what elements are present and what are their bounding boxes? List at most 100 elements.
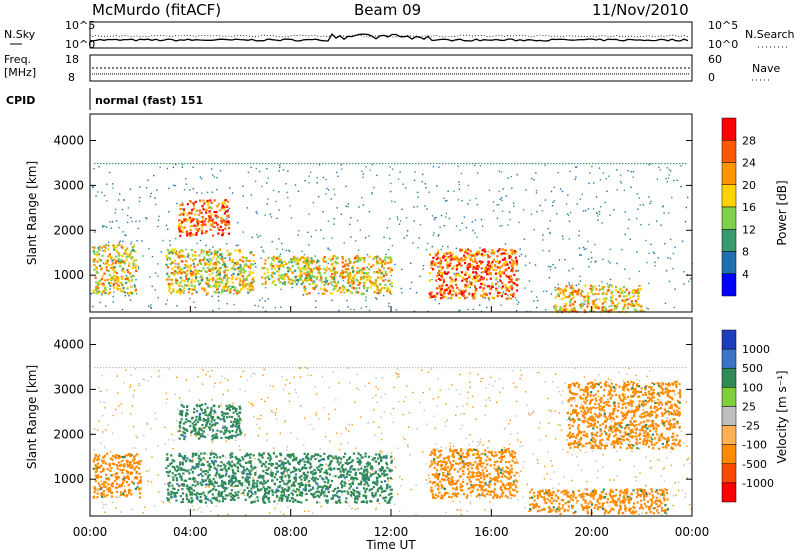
echo-region-3	[278, 274, 280, 276]
echo-cell	[332, 371, 333, 372]
echo-cell	[158, 370, 159, 371]
echo-region-4	[384, 256, 386, 258]
echo-cell	[138, 266, 139, 267]
echo-region-2	[188, 278, 190, 280]
echo-cell	[244, 485, 245, 486]
echo-cell	[529, 262, 530, 263]
echo-region-2	[166, 257, 168, 259]
echo-region-2	[189, 267, 191, 269]
echo-cell	[366, 306, 367, 307]
echo-cell	[426, 463, 427, 464]
echo-cell	[433, 166, 434, 167]
range-gate-line	[649, 367, 651, 368]
range-gate-line	[448, 367, 450, 368]
echo-cell	[320, 229, 321, 230]
echo-cell	[304, 417, 305, 418]
echo-region-0	[100, 268, 102, 270]
echo-cell	[283, 389, 284, 390]
echo-cell	[304, 180, 305, 181]
echo-cell	[579, 248, 580, 249]
echo-region-6	[594, 285, 596, 287]
echo-region-6	[621, 292, 623, 294]
echo-cell	[259, 300, 260, 301]
echo-cell	[109, 172, 110, 173]
echo-cell	[334, 458, 335, 459]
echo-cell	[462, 405, 463, 406]
echo-cell	[456, 406, 457, 407]
range-gate-line	[415, 163, 417, 164]
echo-region-2	[252, 277, 254, 279]
echo-region-1	[202, 200, 204, 202]
echo-region-4	[332, 263, 334, 265]
echo-region-4	[303, 288, 305, 290]
echo-region-0	[120, 259, 122, 261]
echo-region-4	[326, 280, 328, 282]
echo-cell	[525, 265, 526, 266]
echo-region-4	[354, 274, 356, 276]
echo-cell	[542, 234, 543, 235]
echo-cell	[518, 278, 519, 279]
echo-region-0	[140, 476, 142, 478]
echo-region-0	[128, 484, 130, 486]
y-tick-label: 4000	[53, 133, 84, 147]
range-gate-line	[676, 163, 678, 164]
echo-region-5	[444, 259, 446, 261]
echo-region-0	[119, 282, 121, 284]
echo-region-1	[228, 233, 230, 235]
echo-region-6	[617, 291, 619, 293]
range-gate-line	[532, 367, 534, 368]
echo-cell	[329, 440, 330, 441]
echo-region-6	[594, 300, 596, 302]
echo-region-2	[236, 277, 238, 279]
echo-region-1	[214, 199, 216, 201]
echo-region-2	[226, 250, 228, 252]
echo-cell	[537, 463, 538, 464]
echo-region-2	[220, 253, 222, 255]
echo-cell	[624, 190, 625, 191]
echo-cell	[536, 192, 537, 193]
echo-cell	[310, 375, 311, 376]
echo-cell	[569, 416, 570, 417]
echo-region-3	[283, 278, 285, 280]
echo-cell	[557, 172, 558, 173]
echo-region-6	[563, 309, 565, 311]
echo-region-1	[203, 430, 205, 432]
echo-cell	[216, 189, 217, 190]
echo-cell	[107, 424, 108, 425]
echo-cell	[243, 195, 244, 196]
echo-region-1	[234, 435, 236, 437]
echo-cell	[675, 418, 676, 419]
echo-cell	[646, 308, 647, 309]
echo-cell	[115, 507, 116, 508]
echo-region-1	[190, 229, 192, 231]
echo-cell	[158, 220, 159, 221]
echo-region-5	[516, 262, 518, 264]
echo-region-2	[203, 290, 205, 292]
range-gate-line	[181, 163, 183, 164]
echo-cell	[344, 242, 345, 243]
echo-cell	[151, 456, 152, 457]
echo-region-0	[118, 285, 120, 287]
echo-cell	[429, 389, 430, 390]
echo-region-1	[202, 223, 204, 225]
echo-region-2	[182, 289, 184, 291]
nsky-label: N.Sky	[4, 28, 36, 41]
echo-cell	[496, 204, 497, 205]
echo-region-5	[474, 255, 476, 257]
echo-region-0	[121, 255, 123, 257]
echo-cell	[417, 206, 418, 207]
echo-cell	[630, 239, 631, 240]
echo-cell	[345, 429, 346, 430]
echo-cell	[194, 289, 195, 290]
echo-cell	[480, 441, 481, 442]
echo-cell	[619, 459, 620, 460]
echo-region-1	[203, 208, 205, 210]
echo-region-4	[360, 277, 362, 279]
echo-cell	[412, 392, 413, 393]
nave-tick-low: 0	[708, 71, 715, 84]
echo-cell	[445, 447, 446, 448]
echo-cell	[375, 378, 376, 379]
echo-cell	[658, 434, 659, 435]
echo-cell	[414, 171, 415, 172]
